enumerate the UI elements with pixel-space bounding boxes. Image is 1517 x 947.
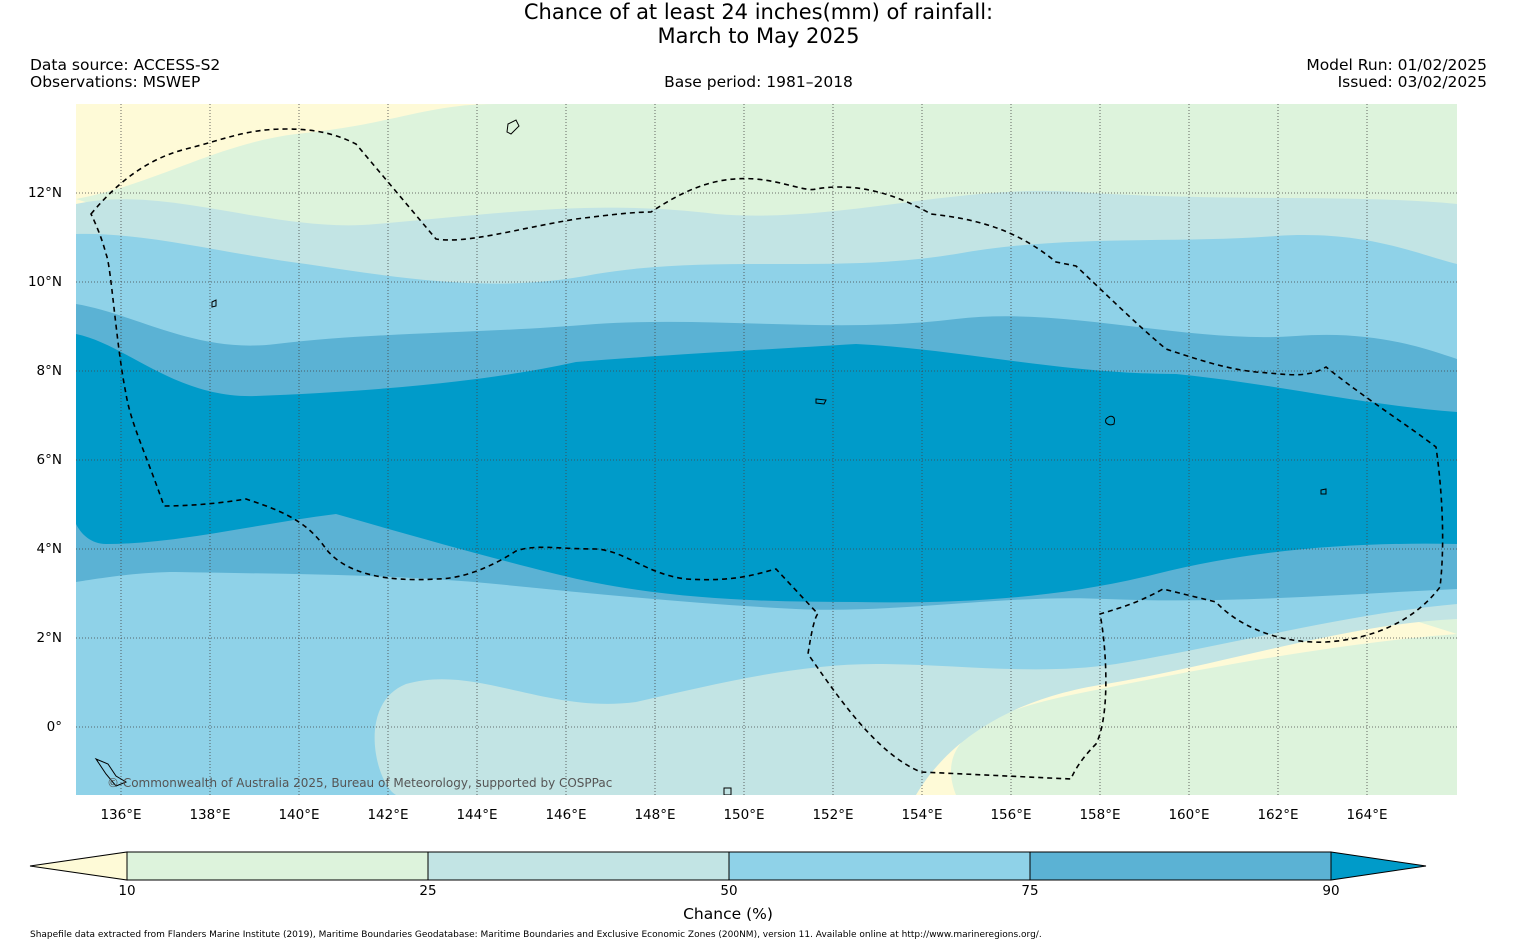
lat-label-0: 0° <box>46 719 62 735</box>
zone-above-90 <box>76 334 1457 603</box>
right-meta-block: Model Run: 01/02/2025 Issued: 03/02/2025 <box>1306 57 1487 91</box>
lon-label-140e: 140°E <box>278 807 320 823</box>
lon-label-152e: 152°E <box>812 807 854 823</box>
issued-text: Issued: 03/02/2025 <box>1337 73 1487 91</box>
model-run-text: Model Run: 01/02/2025 <box>1306 56 1487 74</box>
lat-label-2n: 2°N <box>36 630 62 646</box>
lat-label-4n: 4°N <box>36 541 62 557</box>
lon-label-162e: 162°E <box>1257 807 1299 823</box>
lat-label-10n: 10°N <box>27 274 62 290</box>
lon-label-150e: 150°E <box>723 807 765 823</box>
colorbar-extend-high <box>1330 851 1427 881</box>
lon-label-160e: 160°E <box>1168 807 1210 823</box>
lon-label-144e: 144°E <box>456 807 498 823</box>
copyright-text: © Commonwealth of Australia 2025, Bureau… <box>107 776 613 790</box>
map-title-line-2: March to May 2025 <box>657 24 860 48</box>
graticule <box>76 104 1457 795</box>
colorbar-title: Chance (%) <box>683 905 773 923</box>
lon-label-142e: 142°E <box>367 807 409 823</box>
lon-label-146e: 146°E <box>545 807 587 823</box>
islands <box>94 119 1327 795</box>
rainfall-map <box>76 104 1457 795</box>
colorbar-tick-50: 50 <box>720 883 738 899</box>
colorbar-segment-25-50 <box>427 851 730 881</box>
shapefile-footnote: Shapefile data extracted from Flanders M… <box>30 930 1042 940</box>
map-title-line-1: Chance of at least 24 inches(mm) of rain… <box>523 0 994 24</box>
colorbar-segment-75-90 <box>1029 851 1332 881</box>
lon-label-156e: 156°E <box>990 807 1032 823</box>
colorbar-tick-75: 75 <box>1021 883 1039 899</box>
lat-label-12n: 12°N <box>27 185 62 201</box>
observations-text: Observations: MSWEP <box>30 73 201 91</box>
lon-label-154e: 154°E <box>901 807 943 823</box>
colorbar-segment-50-75 <box>728 851 1031 881</box>
data-source-text: Data source: ACCESS-S2 <box>30 56 221 74</box>
colorbar <box>29 851 1427 881</box>
base-period-text: Base period: 1981–2018 <box>664 73 853 91</box>
eez-boundary <box>90 128 1444 780</box>
colorbar-tick-90: 90 <box>1322 883 1340 899</box>
lon-label-148e: 148°E <box>634 807 676 823</box>
colorbar-extend-low <box>29 851 128 881</box>
lon-label-158e: 158°E <box>1079 807 1121 823</box>
lon-label-164e: 164°E <box>1346 807 1388 823</box>
colorbar-tick-10: 10 <box>118 883 136 899</box>
colorbar-segment-10-25 <box>126 851 429 881</box>
left-meta-block: Data source: ACCESS-S2 Observations: MSW… <box>30 57 220 91</box>
lat-label-8n: 8°N <box>36 363 62 379</box>
lon-label-138e: 138°E <box>189 807 231 823</box>
colorbar-tick-25: 25 <box>419 883 437 899</box>
map-canvas <box>76 104 1457 795</box>
lat-label-6n: 6°N <box>36 452 62 468</box>
lon-label-136e: 136°E <box>100 807 142 823</box>
